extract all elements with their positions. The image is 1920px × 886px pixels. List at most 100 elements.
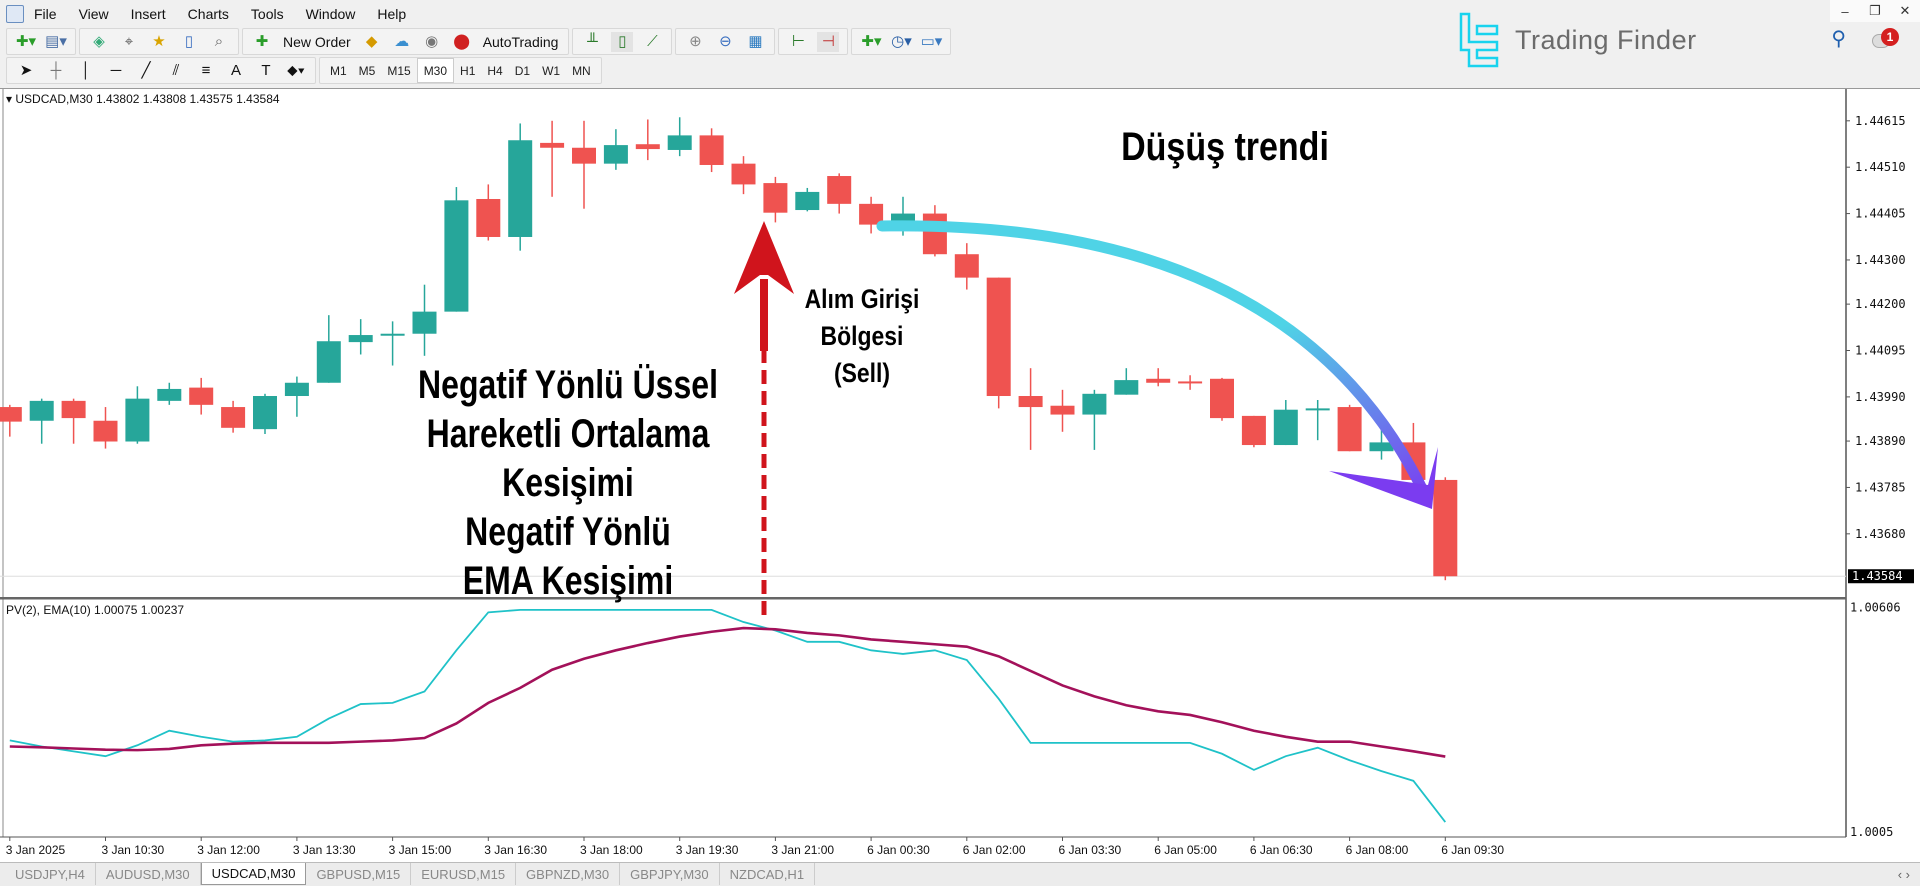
chart-window[interactable]: 1.44615 1.44510 1.44405 1.44300 1.44200 1.440… xyxy=(0,88,1920,863)
cursor-icon[interactable]: ➤ xyxy=(19,62,33,79)
vertical-line-icon[interactable]: │ xyxy=(81,62,91,79)
menu-help[interactable]: Help xyxy=(377,5,407,22)
arrows-icon[interactable]: ⬥▾ xyxy=(287,62,305,79)
candle xyxy=(731,156,756,195)
time-tick-label: 3 Jan 18:00 xyxy=(580,843,643,857)
tab-nzdcad-h1[interactable]: NZDCAD,H1 xyxy=(720,863,816,885)
crosshair-icon[interactable]: ┼ xyxy=(50,62,62,79)
candle-body xyxy=(1433,479,1458,577)
strategy-tester-icon[interactable]: ⌕ xyxy=(214,33,224,50)
time-tick-label: 6 Jan 06:30 xyxy=(1250,843,1313,857)
tab-gbpjpy-m30[interactable]: GBPJPY,M30 xyxy=(620,863,720,885)
candle xyxy=(125,386,150,444)
text-icon[interactable]: A xyxy=(230,62,241,79)
time-tick-label: 3 Jan 13:30 xyxy=(293,843,356,857)
new-chart-icon[interactable]: ✚▾ xyxy=(15,33,37,50)
tab-usdcad-m30[interactable]: USDCAD,M30 xyxy=(200,863,307,885)
time-tick-label: 3 Jan 15:00 xyxy=(389,843,452,857)
app-icon xyxy=(6,4,24,23)
zoom-out-icon[interactable]: ⊖ xyxy=(719,33,732,50)
timeframe-m5[interactable]: M5 xyxy=(358,63,376,78)
standard-toolbar: ✚▾ ▤▾ ◈ ⌖ ★ ▯ ⌕ ✚ New Order ◆ ☁ ◉ ⬤ Auto… xyxy=(0,27,954,56)
menu-charts[interactable]: Charts xyxy=(187,5,229,22)
timeframe-m30[interactable]: M30 xyxy=(416,58,455,83)
profiles-icon[interactable]: ▤▾ xyxy=(45,33,67,50)
candle xyxy=(603,129,628,170)
community-icon[interactable]: ☁ xyxy=(394,33,410,50)
timeframe-mn[interactable]: MN xyxy=(572,63,591,78)
signals-icon[interactable]: ◉ xyxy=(425,33,439,50)
tab-usdjpy-h4[interactable]: USDJPY,H4 xyxy=(5,863,96,885)
candlestick-icon[interactable]: ▯ xyxy=(611,31,634,52)
candle xyxy=(635,119,660,161)
tab-audusd-m30[interactable]: AUDUSD,M30 xyxy=(96,863,201,885)
timeframe-h4[interactable]: H4 xyxy=(487,63,503,78)
menu-window[interactable]: Window xyxy=(305,5,356,22)
candle-body xyxy=(444,200,469,312)
menu-tools[interactable]: Tools xyxy=(250,5,284,22)
notifications-button[interactable]: 1 xyxy=(1872,27,1899,50)
timeframe-m15[interactable]: M15 xyxy=(387,63,411,78)
tab-scroll-arrows[interactable]: ‹ › xyxy=(1897,867,1910,882)
indicator-header: PV(2), EMA(10) 1.00075 1.00237 xyxy=(6,603,185,617)
horizontal-line-icon[interactable]: ─ xyxy=(110,62,122,79)
candle-body xyxy=(29,400,54,421)
collapse-triangle-icon[interactable]: ▾ xyxy=(6,92,16,106)
channel-icon[interactable]: ⫽ xyxy=(172,62,180,79)
fibonacci-icon[interactable]: ≡ xyxy=(201,62,211,79)
trendline-icon[interactable]: ╱ xyxy=(141,62,151,79)
time-tick-label: 6 Jan 03:30 xyxy=(1059,843,1122,857)
annotation-line: Bölgesi xyxy=(820,321,904,351)
chart-shift-icon[interactable]: ⊣ xyxy=(817,31,840,52)
tab-gbpusd-m15[interactable]: GBPUSD,M15 xyxy=(306,863,412,885)
market-watch-icon[interactable]: ◈ xyxy=(93,33,105,50)
tab-gbpnzd-m30[interactable]: GBPNZD,M30 xyxy=(516,863,621,885)
close-icon[interactable]: ✕ xyxy=(1890,0,1920,22)
menu-view[interactable]: View xyxy=(78,5,109,22)
timeframe-d1[interactable]: D1 xyxy=(514,63,531,78)
restore-icon[interactable]: ❐ xyxy=(1860,0,1890,22)
text-label-icon[interactable]: T xyxy=(261,62,271,79)
time-tick-label: 3 Jan 16:30 xyxy=(484,843,547,857)
annotation-line: (Sell) xyxy=(833,358,891,388)
menu-insert[interactable]: Insert xyxy=(130,5,166,22)
crossover-annotation: Negatif Yönlü Üssel Hareketli Ortalama K… xyxy=(418,361,718,606)
navigator-icon[interactable]: ★ xyxy=(152,33,166,50)
tab-eurusd-m15[interactable]: EURUSD,M15 xyxy=(411,863,517,885)
line-chart-icon[interactable]: ⟋ xyxy=(647,33,658,50)
candle xyxy=(1082,389,1107,450)
terminal-icon[interactable]: ▯ xyxy=(184,33,194,50)
chart-canvas[interactable]: 1.44615 1.44510 1.44405 1.44300 1.44200 1.440… xyxy=(0,89,1920,863)
minimize-icon[interactable]: ‒ xyxy=(1830,0,1860,22)
candle-body xyxy=(0,407,22,422)
price-tick-label: 1.44405 xyxy=(1855,207,1906,221)
autotrading-button[interactable]: AutoTrading xyxy=(482,33,559,50)
annotation-line: Negatif Yönlü xyxy=(465,510,671,554)
candle-body xyxy=(1305,408,1330,411)
timeframe-h1[interactable]: H1 xyxy=(460,63,476,78)
tile-windows-icon[interactable]: ▦ xyxy=(748,33,763,50)
periods-icon[interactable]: ◷▾ xyxy=(891,33,912,50)
candle xyxy=(859,196,884,234)
annotation-line: EMA Kesişimi xyxy=(462,559,674,603)
price-tick-label: 1.44200 xyxy=(1855,297,1906,311)
templates-icon[interactable]: ▭▾ xyxy=(920,33,943,50)
candle-body xyxy=(954,254,979,278)
auto-scroll-icon[interactable]: ⊢ xyxy=(791,33,805,50)
data-window-icon[interactable]: ⌖ xyxy=(124,33,134,50)
new-order-button[interactable]: New Order xyxy=(283,33,351,50)
candle-body xyxy=(1369,442,1394,452)
metaeditor-icon[interactable]: ◆ xyxy=(365,33,378,50)
timeframe-w1[interactable]: W1 xyxy=(542,63,561,78)
candle-body xyxy=(603,145,628,164)
search-icon[interactable]: ⚲ xyxy=(1831,28,1846,50)
window-controls: ‒ ❐ ✕ xyxy=(1830,0,1920,22)
menu-file[interactable]: File xyxy=(34,5,57,22)
candle xyxy=(827,173,852,214)
timeframe-m1[interactable]: M1 xyxy=(330,63,347,78)
candle-body xyxy=(61,400,86,419)
zoom-in-icon[interactable]: ⊕ xyxy=(689,33,702,50)
time-tick-label: 6 Jan 02:00 xyxy=(963,843,1026,857)
indicators-icon[interactable]: ✚▾ xyxy=(861,33,882,50)
bar-chart-icon[interactable]: ╨ xyxy=(587,33,598,50)
